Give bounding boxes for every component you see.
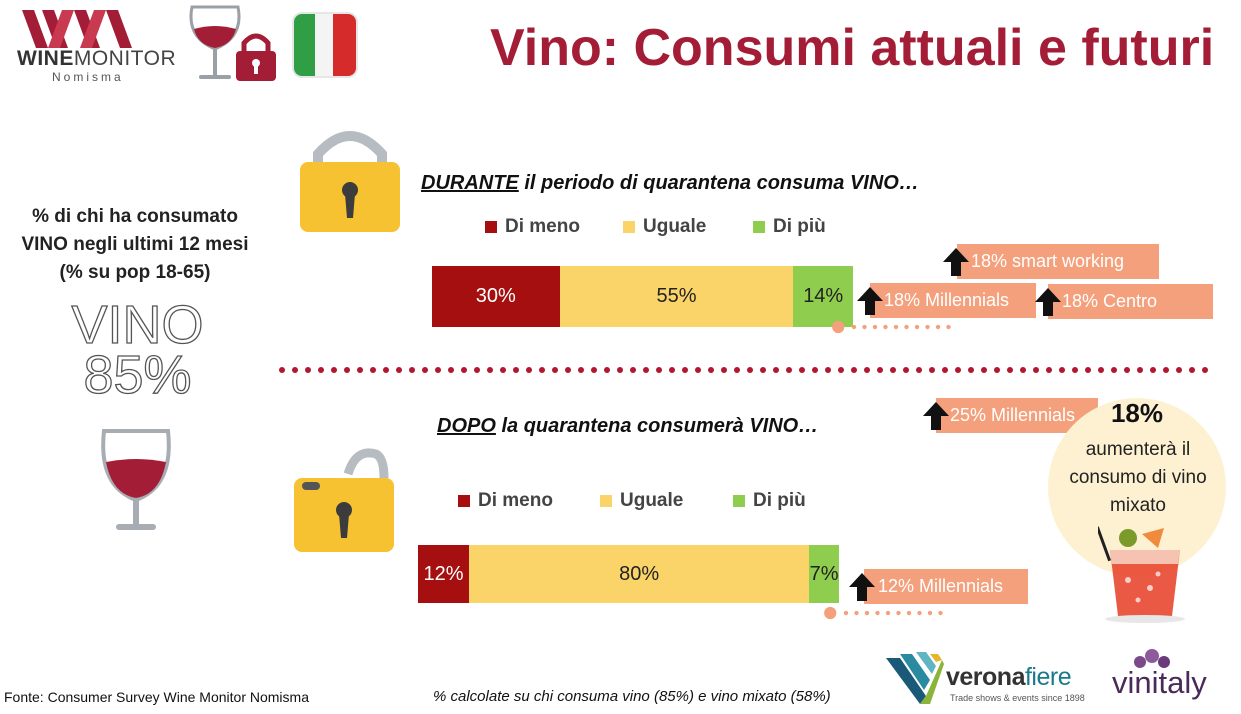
legend-item: Uguale (600, 490, 683, 512)
bar-segment-same: 55% (559, 266, 794, 327)
legend-swatch (623, 221, 635, 233)
legend-swatch (458, 495, 470, 507)
legend-swatch (485, 221, 497, 233)
bar-segment-more: 14% (793, 266, 853, 327)
calculation-note: % calcolate su chi consuma vino (85%) e … (433, 688, 831, 705)
population-label: % di chi ha consumato VINO negli ultimi … (21, 206, 249, 283)
vinitaly-grapes-icon (1134, 649, 1170, 668)
arrow-up-icon (943, 248, 969, 276)
bar-segment-same: 80% (469, 545, 810, 603)
page-title: Vino: Consumi attuali e futuri (490, 19, 1215, 77)
logo-subtitle: Nomisma (52, 70, 124, 84)
legend-swatch (600, 495, 612, 507)
veronafiere-wordmark: veronafiere (946, 663, 1072, 691)
section-divider (279, 367, 1208, 373)
mixed-wine-circle (1048, 398, 1226, 576)
legend-swatch (753, 221, 765, 233)
dotted-leader (832, 320, 951, 334)
vinitaly-wordmark: vinitaly (1112, 665, 1207, 700)
legend-item: Di più (753, 216, 826, 238)
arrow-up-icon (857, 287, 883, 315)
veronafiere-logo-icon (886, 652, 944, 704)
callout-millennials-more: 12% Millennials (864, 569, 1028, 604)
bar-segment-less: 30% (432, 266, 560, 327)
legend-swatch (733, 495, 745, 507)
legend-item: Di meno (485, 216, 580, 238)
callout-millennials: 18% Millennials (870, 283, 1036, 318)
legend-item: Di più (733, 490, 806, 512)
arrow-up-icon (923, 402, 949, 430)
source-note: Fonte: Consumer Survey Wine Monitor Nomi… (4, 689, 309, 705)
arrow-up-icon (849, 573, 875, 601)
callout-smart-working: 18% smart working (957, 244, 1159, 279)
wine-glass-lock-icon (189, 5, 276, 81)
section-title-durante: DURANTE il periodo di quarantena consuma… (421, 172, 919, 194)
italy-flag-icon (292, 12, 358, 78)
wine-glass-icon (101, 429, 171, 530)
section-title-dopo: DOPO la quarantena consumerà VINO… (437, 415, 819, 437)
mixed-wine-value: 18% (1110, 398, 1164, 428)
wine-monitor-logo-icon (22, 10, 132, 48)
arrow-up-icon (1035, 288, 1061, 316)
cocktail-icon (1098, 526, 1185, 623)
callout-millennials-after: 25% Millennials (936, 398, 1098, 433)
stacked-bar-durante: 30% 55% 14% (432, 266, 853, 327)
padlock-open-icon (294, 448, 394, 552)
stacked-bar-dopo: 12% 80% 7% (418, 545, 839, 603)
legend-item: Di meno (458, 490, 553, 512)
veronafiere-tagline: Trade shows & events since 1898 (950, 693, 1085, 703)
callout-centro: 18% Centro (1048, 284, 1213, 319)
legend-item: Uguale (623, 216, 706, 238)
bar-segment-less: 12% (418, 545, 470, 603)
dotted-leader (824, 606, 943, 620)
logo-wordmark: WINEMONITOR (17, 47, 177, 70)
vino-share: VINO 85% (71, 295, 204, 405)
bar-segment-more: 7% (809, 545, 839, 603)
mixed-wine-text: aumenterà il consumo di vino mixato (1069, 439, 1207, 516)
padlock-closed-icon (300, 131, 400, 232)
